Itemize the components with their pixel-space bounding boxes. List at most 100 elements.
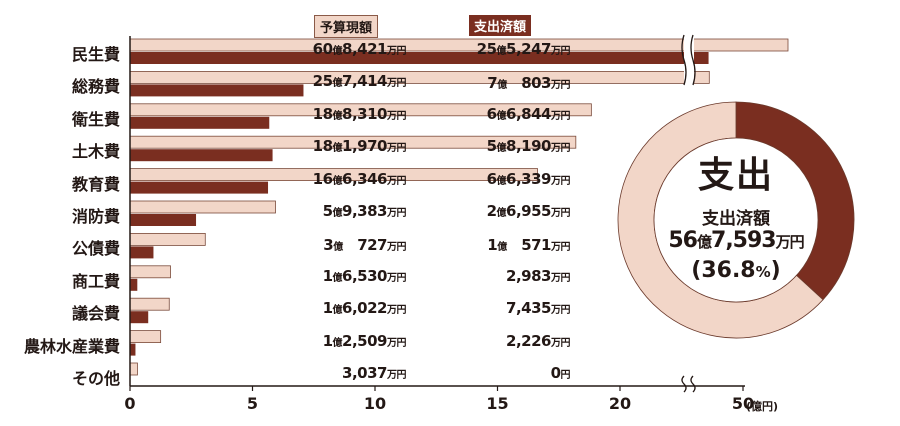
budget-bar (129, 330, 162, 344)
budget-amount-part: 万円 (387, 78, 407, 90)
spent-amount-part: 6 (486, 169, 497, 188)
budget-amount-part: 万円 (387, 242, 407, 254)
donut-percent-unit: % (755, 263, 771, 281)
spent-amount-part: 万円 (551, 110, 571, 122)
spent-amount-part: 6 (486, 104, 497, 123)
x-tick-label: 15 (486, 394, 509, 413)
spent-amount-part: 億 (496, 208, 507, 219)
spent-bar (130, 181, 269, 194)
budget-amount-part: 万円 (387, 110, 407, 122)
budget-amount-part: 万円 (387, 175, 407, 187)
spent-amount-part: 7 (487, 74, 498, 93)
legend-budget: 予算現額 (314, 15, 379, 38)
donut-amount-unit2: 万円 (775, 233, 805, 251)
legend-spent: 支出済額 (469, 15, 532, 36)
budget-amount-part: 億 (332, 305, 343, 317)
spent-amount: 25億5,247万円 (476, 40, 571, 58)
spent-amount-part: 万円 (551, 143, 571, 155)
category-label: 民生費 (71, 45, 120, 64)
budget-amount-part: 万円 (387, 46, 407, 57)
axis-break-mark (690, 375, 696, 393)
x-tick-label: 20 (608, 394, 632, 413)
budget-amount-part: 1 (322, 331, 333, 350)
donut-amount-num1: 56 (668, 228, 698, 253)
budget-amount: 5億9,383万円 (323, 202, 407, 220)
spent-amount-part: 25 (476, 40, 497, 58)
donut-percent: (36.8%) (676, 258, 796, 283)
x-axis-unit: (億円) (746, 400, 779, 413)
budget-amount: 16億6,346万円 (312, 169, 407, 188)
spent-bar (130, 278, 138, 291)
spent-amount-part: 万円 (551, 337, 571, 349)
budget-amount: 18億8,310万円 (313, 105, 407, 123)
budget-bar (129, 200, 276, 214)
donut-hole (653, 137, 819, 303)
spent-bar (130, 149, 273, 162)
donut-title: 支出 (697, 155, 774, 196)
spent-amount-part: 5,247 (506, 40, 551, 58)
budget-amount-part: 6,022 (342, 299, 387, 318)
spent-amount-part: 571 (506, 236, 551, 255)
budget-amount-part: 3,037 (342, 364, 387, 382)
spent-amount-part: 億 (496, 110, 507, 122)
donut-amount-unit1: 億 (697, 233, 712, 251)
budget-amount-part: 18 (312, 137, 333, 156)
spent-amount-part: 0 (550, 364, 561, 382)
spent-amount-part: 円 (560, 370, 571, 381)
budget-amount-part: 1 (322, 299, 333, 318)
budget-amount-part: 万円 (387, 370, 407, 381)
spent-amount-part: 6,844 (506, 104, 551, 123)
budget-amount-part: 727 (342, 236, 387, 255)
budget-amount-part: 億 (332, 110, 343, 122)
axis-break-gap (684, 35, 694, 85)
budget-amount-part: 1 (322, 266, 333, 285)
budget-bar (129, 297, 170, 311)
spent-amount-part: 2,983 (506, 266, 551, 285)
budget-amount-part: 億 (333, 242, 343, 254)
category-label: 公債費 (71, 239, 120, 259)
spent-amount-part: 万円 (551, 208, 571, 219)
budget-amount-part: 3 (323, 236, 334, 255)
budget-amount: 3億 727万円 (323, 234, 406, 255)
budget-amount-part: 億 (332, 46, 343, 57)
spent-amount-part: 6,339 (506, 169, 551, 188)
spent-amount-part: 803 (506, 74, 551, 93)
spent-amount: 5億8,190万円 (487, 137, 571, 156)
budget-amount-part: 2,509 (342, 331, 387, 350)
budget-amount-part: 25 (312, 72, 333, 91)
axis-break-mark (681, 375, 687, 393)
budget-amount-part: 万円 (387, 143, 407, 155)
spent-amount: 7億 803万円 (487, 72, 570, 93)
budget-amount: 25億7,414万円 (312, 72, 407, 91)
spent-amount: 2億6,955万円 (487, 202, 571, 220)
budget-amount-part: 6,346 (342, 169, 387, 188)
spent-bar (130, 116, 270, 129)
budget-amount-part: 7,414 (342, 72, 387, 91)
budget-amount: 1億6,022万円 (322, 299, 407, 318)
budget-amount: 1億6,530万円 (322, 266, 407, 285)
spent-bar (130, 84, 304, 97)
spent-amount-part: 6,955 (506, 202, 551, 220)
spent-amount-part: 1 (487, 236, 498, 255)
budget-amount: 3,037万円 (342, 364, 406, 382)
donut-percent-close: ) (770, 258, 781, 283)
category-label: 商工費 (71, 271, 120, 291)
axis-break-gap (684, 376, 694, 392)
donut-percent-num: (36.8 (691, 258, 756, 283)
spent-amount: 7,435万円 (506, 299, 570, 317)
donut-label: 支出済額 (702, 209, 770, 229)
spent-amount-part: 7,435 (506, 299, 551, 318)
budget-amount-part: 16 (312, 169, 333, 188)
budget-amount-part: 万円 (387, 337, 407, 349)
budget-amount-part: 億 (332, 208, 343, 219)
spent-amount-part: 億 (496, 143, 507, 155)
spent-amount-part: 8,190 (506, 137, 551, 156)
budget-amount: 1億2,509万円 (322, 331, 407, 350)
category-label: 衛生費 (71, 109, 120, 129)
spent-amount: 2,226万円 (506, 332, 570, 350)
budget-amount-part: 1,970 (342, 137, 387, 156)
budget-amount-part: 億 (332, 272, 343, 284)
spent-amount-part: 億 (497, 242, 507, 254)
donut-amount-num2: 7,593 (711, 228, 777, 253)
spent-amount-part: 億 (497, 80, 507, 92)
